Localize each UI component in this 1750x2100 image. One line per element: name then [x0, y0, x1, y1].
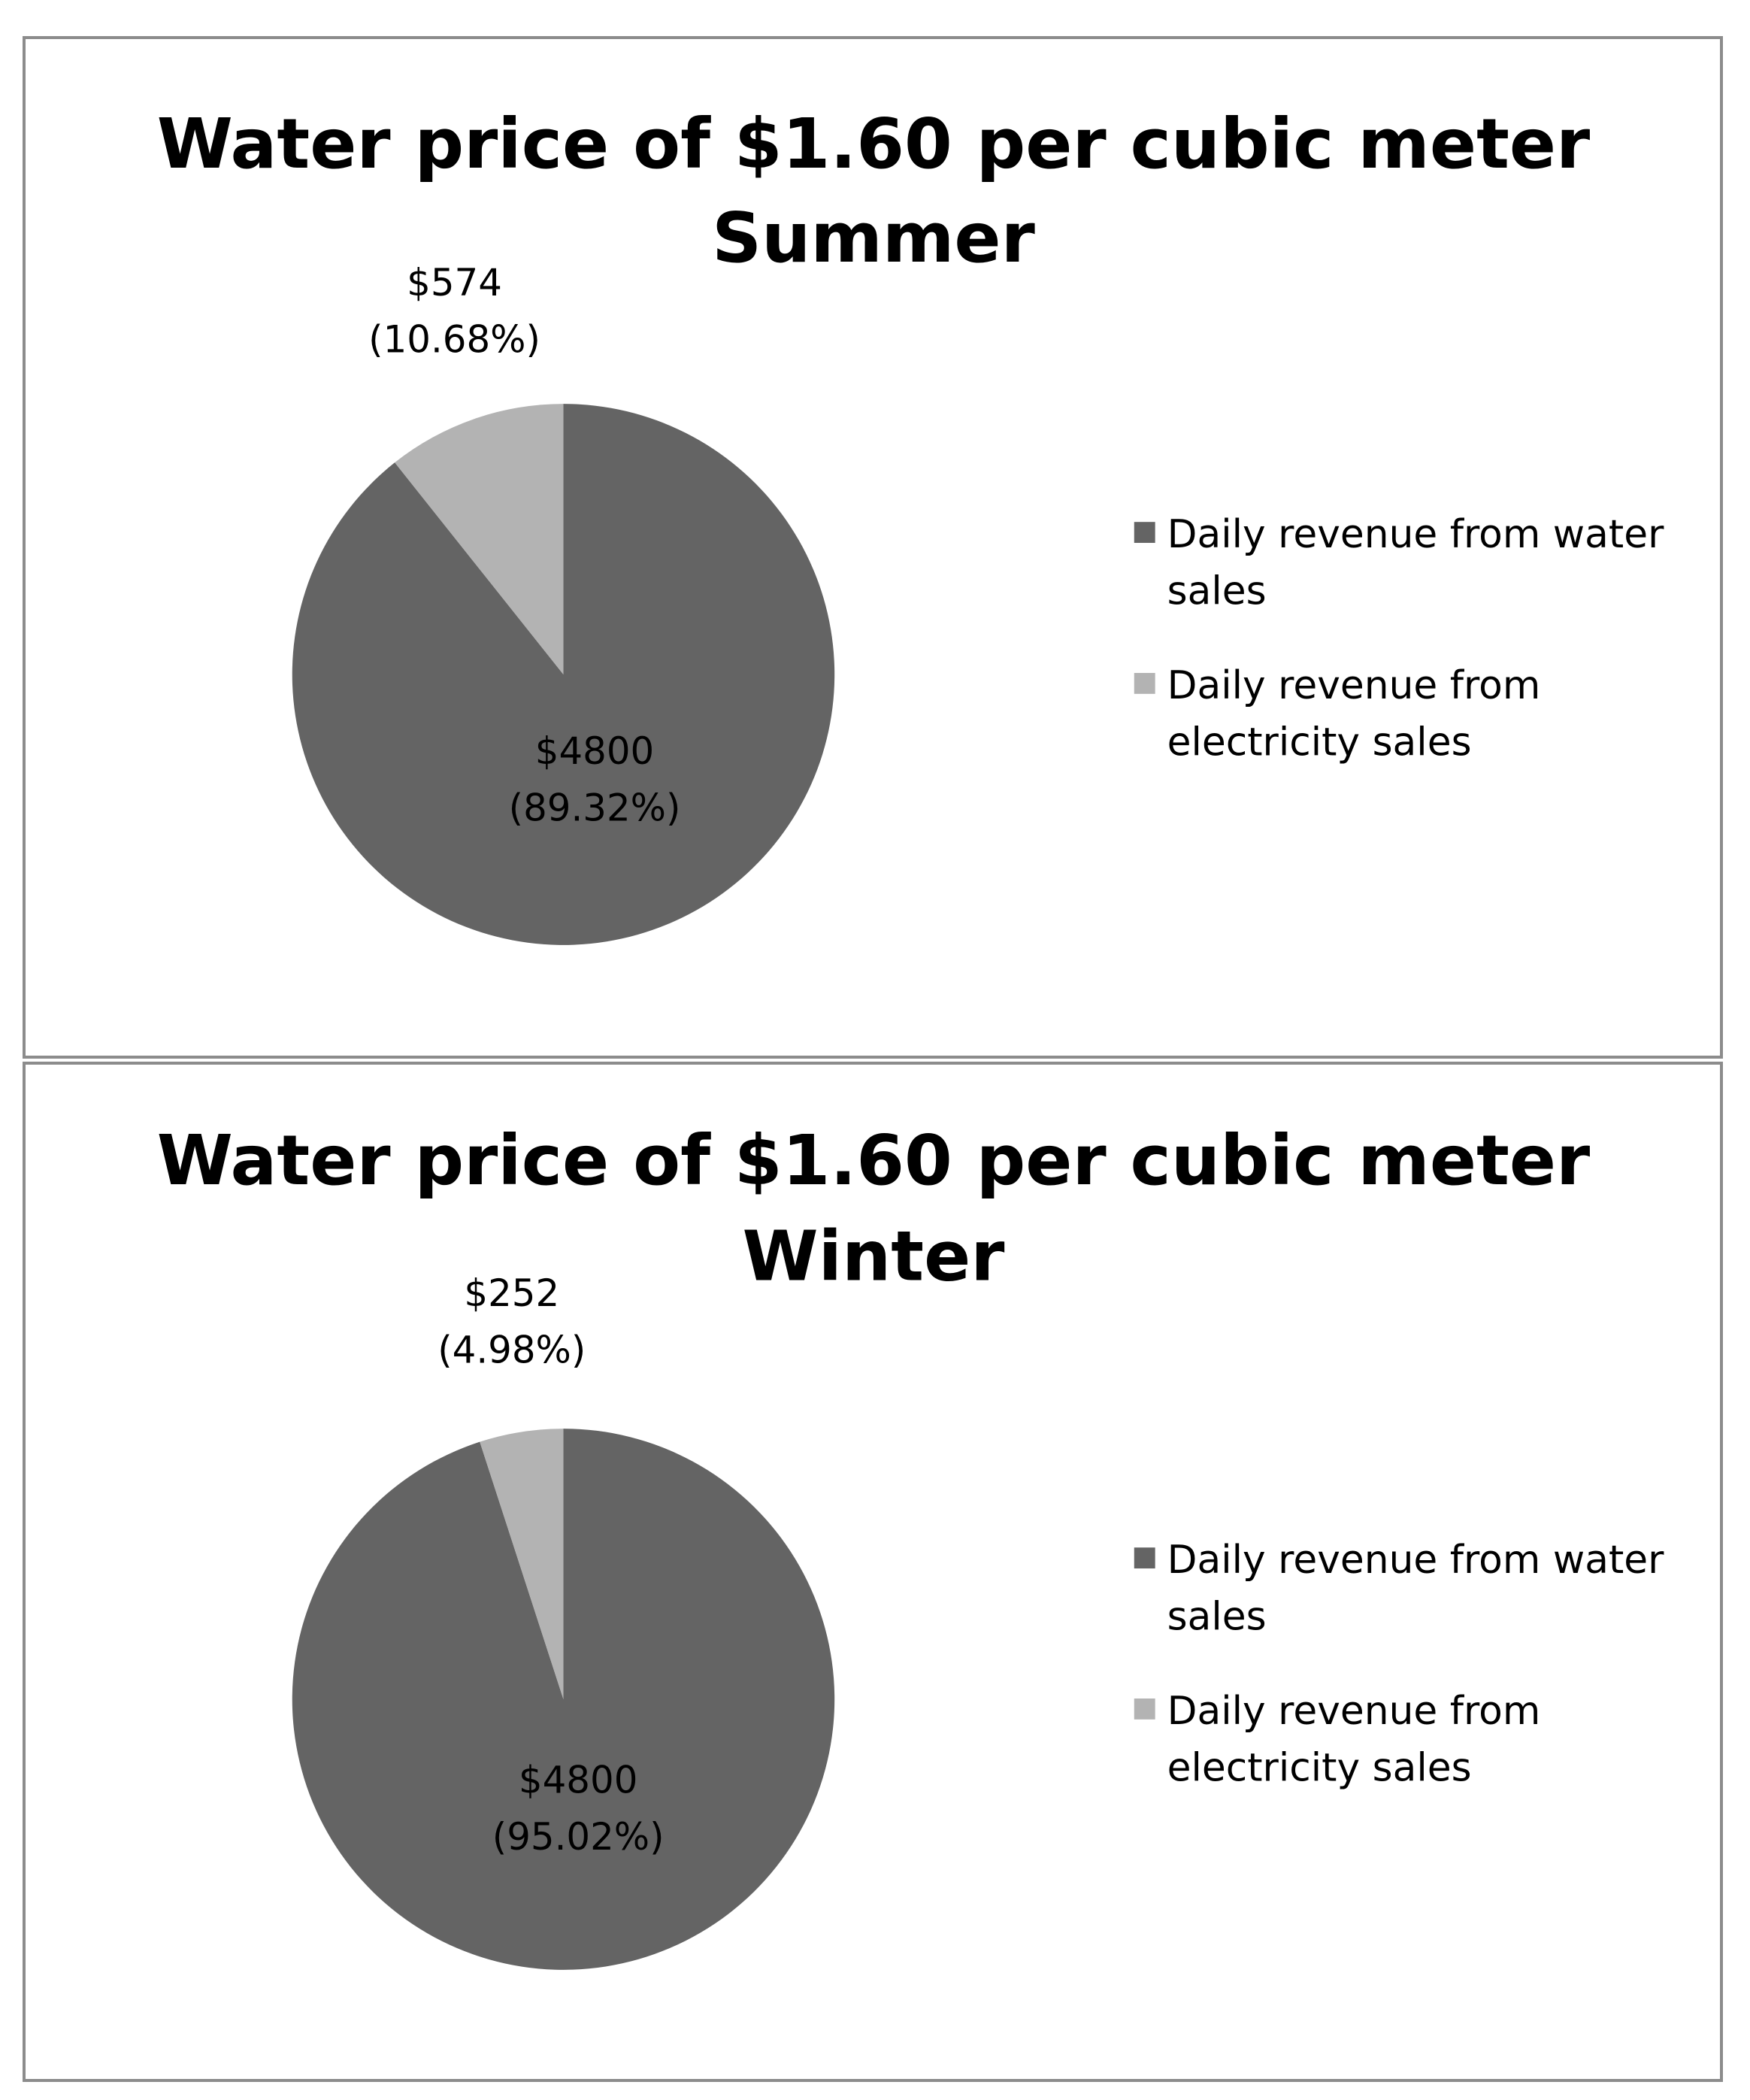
legend-label-1-line-0: Daily revenue from — [1167, 663, 1541, 708]
legend-label-0-line-0: Daily revenue from water — [1167, 512, 1665, 557]
pie-slice-1 — [395, 404, 564, 674]
legend-swatch-1 — [1134, 673, 1155, 694]
legend-label-1-line-1: electricity sales — [1167, 1745, 1472, 1790]
legend-label-1-line-1: electricity sales — [1167, 720, 1472, 765]
data-label-value-1: $574 — [407, 261, 502, 305]
labels-group: $4800 (89.32%) $574 (10.68%) — [368, 261, 680, 829]
slices-group — [292, 404, 835, 945]
data-label-value-1: $252 — [464, 1271, 559, 1315]
pie-slice-1 — [480, 1429, 564, 1699]
pie-chart-winter: Water price of $1.60 per cubic meter Win… — [157, 1120, 1664, 1970]
pie-chart-summer: Water price of $1.60 per cubic meter Sum… — [157, 104, 1664, 945]
data-label-percent-0: (89.32%) — [509, 786, 681, 830]
chart-panel-summer: Water price of $1.60 per cubic meter Sum… — [23, 36, 1723, 1059]
data-label-value-0: $4800 — [535, 729, 654, 773]
data-label-value-0: $4800 — [519, 1758, 637, 1802]
legend-swatch-1 — [1134, 1698, 1155, 1720]
labels-group: $4800 (95.02%) $252 (4.98%) — [438, 1271, 664, 1859]
pie-slice-0 — [292, 1429, 835, 1970]
legend: Daily revenue from water sales Daily reven… — [1134, 512, 1664, 765]
slices-group — [292, 1429, 835, 1970]
chart-subtitle: Winter — [743, 1216, 1005, 1296]
chart-panel-winter: Water price of $1.60 per cubic meter Win… — [23, 1062, 1723, 2082]
legend-label-1-line-0: Daily revenue from — [1167, 1689, 1541, 1734]
legend-label-0-line-0: Daily revenue from water — [1167, 1538, 1665, 1583]
legend: Daily revenue from water sales Daily reven… — [1134, 1538, 1664, 1790]
chart-title: Water price of $1.60 per cubic meter — [157, 104, 1591, 184]
legend-swatch-0 — [1134, 1547, 1155, 1569]
data-label-percent-1: (10.68%) — [368, 318, 540, 362]
chart-subtitle: Summer — [712, 198, 1035, 278]
data-label-percent-0: (95.02%) — [492, 1815, 665, 1859]
legend-label-0-line-1: sales — [1167, 569, 1267, 614]
pie-slice-0 — [292, 404, 835, 945]
legend-label-0-line-1: sales — [1167, 1595, 1267, 1640]
chart-title: Water price of $1.60 per cubic meter — [157, 1120, 1591, 1201]
data-label-percent-1: (4.98%) — [438, 1328, 586, 1371]
legend-swatch-0 — [1134, 522, 1155, 544]
